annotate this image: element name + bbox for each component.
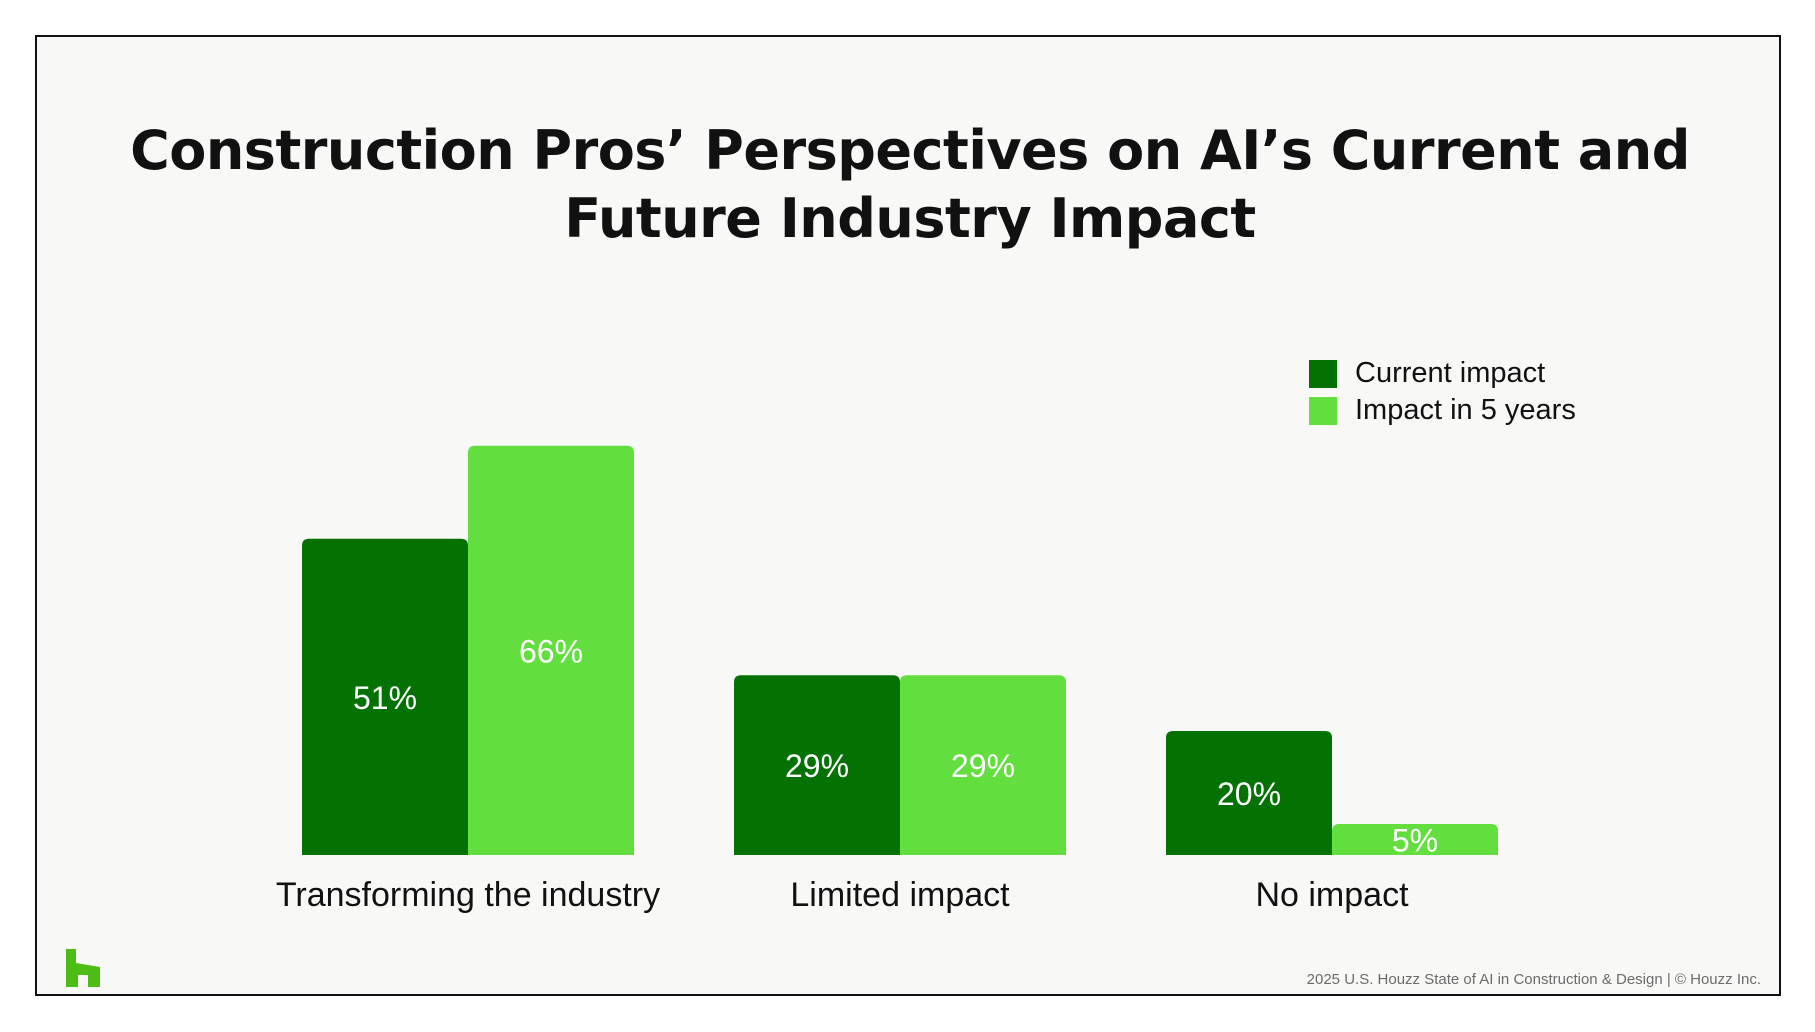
data-label-no-impact-future: 5% <box>1392 823 1438 859</box>
bar-chart: 51% 66% Transforming the industry 29% 29% Lim… <box>276 445 1498 914</box>
category-label-transforming-the-industry: Transforming the industry <box>276 876 660 914</box>
chart-title-line-2: Future Industry Impact <box>564 187 1256 250</box>
chart-title: Construction Pros’ Perspectives on AI’s … <box>37 117 1783 253</box>
data-label-limited-impact-current: 29% <box>785 748 849 784</box>
chart-title-line-1: Construction Pros’ Perspectives on AI’s … <box>130 119 1690 182</box>
legend-label-current: Current impact <box>1355 357 1546 389</box>
category-label-limited-impact: Limited impact <box>790 876 1010 914</box>
data-label-transforming-the-industry-current: 51% <box>353 680 417 716</box>
legend-item-current: Current impact <box>1309 355 1576 392</box>
legend-label-future: Impact in 5 years <box>1355 394 1576 426</box>
bar-limited-impact-current <box>734 675 900 855</box>
bar-limited-impact-future <box>900 675 1066 855</box>
bar-no-impact-current <box>1166 731 1332 855</box>
houzz-logo-icon <box>66 949 100 987</box>
legend-item-future: Impact in 5 years <box>1309 392 1576 429</box>
category-label-no-impact: No impact <box>1255 876 1409 914</box>
data-label-no-impact-current: 20% <box>1217 776 1281 812</box>
bar-transforming-the-industry-future <box>468 445 634 855</box>
bar-no-impact-future <box>1332 824 1498 855</box>
data-label-limited-impact-future: 29% <box>951 748 1015 784</box>
legend-swatch-future <box>1309 396 1337 425</box>
footer-credit: 2025 U.S. Houzz State of AI in Construct… <box>1306 971 1761 988</box>
chart-card: Construction Pros’ Perspectives on AI’s … <box>35 35 1781 996</box>
legend-swatch-current <box>1309 359 1337 388</box>
bar-transforming-the-industry-current <box>302 538 468 855</box>
data-label-transforming-the-industry-future: 66% <box>519 633 583 669</box>
chart-legend: Current impact Impact in 5 years <box>1309 355 1576 429</box>
